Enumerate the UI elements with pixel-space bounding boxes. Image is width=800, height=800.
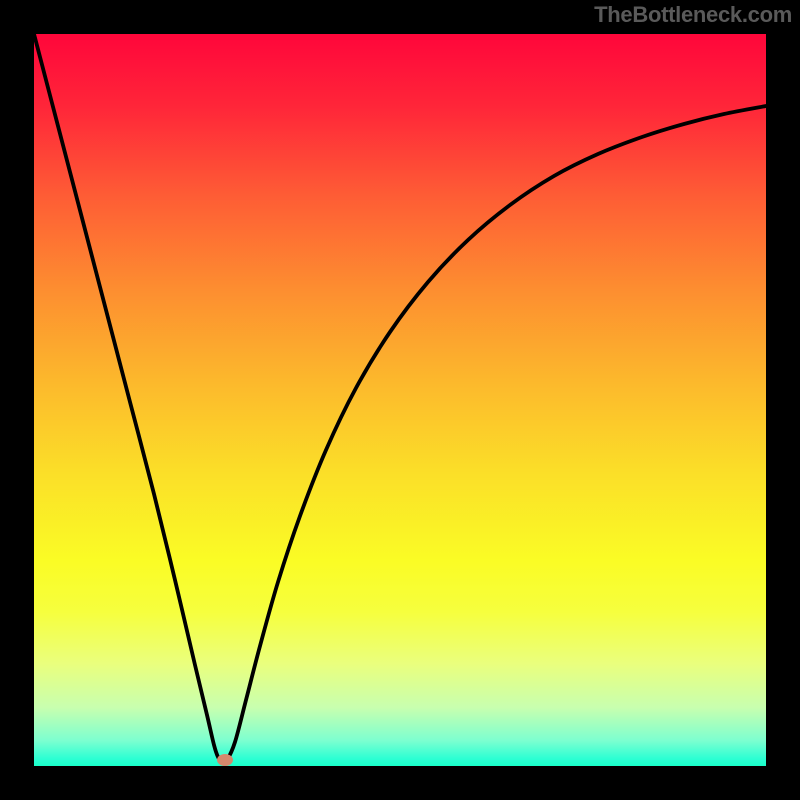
chart-plot-area (34, 34, 766, 766)
chart-container: TheBottleneck.com (0, 0, 800, 800)
bottleneck-chart (0, 0, 800, 800)
optimal-point-marker (217, 754, 233, 766)
watermark-text: TheBottleneck.com (594, 2, 792, 28)
